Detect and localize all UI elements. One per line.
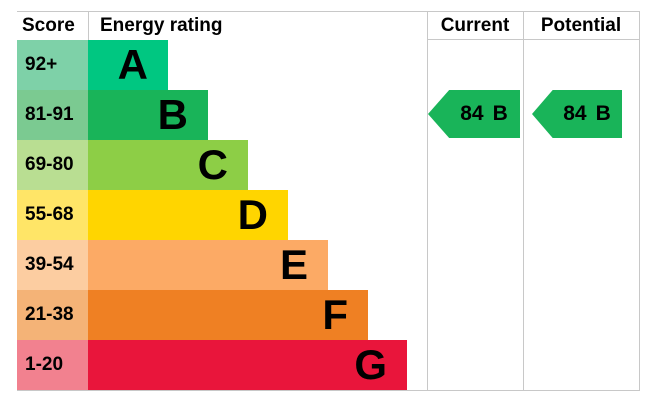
potential-rating-band: B xyxy=(595,102,611,125)
band-f-bar: F xyxy=(88,290,368,340)
table-top-border xyxy=(17,11,640,12)
score-column-separator xyxy=(88,11,89,40)
column-header-potential: Potential xyxy=(540,15,622,36)
band-d-bar: D xyxy=(88,190,288,240)
current-rating-arrow: 84 B xyxy=(428,90,520,138)
band-e-bar: E xyxy=(88,240,328,290)
column-header-energy-rating: Energy rating xyxy=(100,15,223,36)
band-f-letter: F xyxy=(322,291,348,338)
band-a-letter: A xyxy=(117,41,148,88)
band-c-bar: C xyxy=(88,140,248,190)
band-b-score-range: 81-91 xyxy=(17,90,88,140)
potential-rating-value: 84 xyxy=(563,102,587,125)
table-bottom-border xyxy=(17,390,640,391)
current-rating-band: B xyxy=(492,102,508,125)
band-d-score-range: 55-68 xyxy=(17,190,88,240)
band-g-score-range: 1-20 xyxy=(17,340,88,390)
current-column-separator xyxy=(427,11,428,390)
band-a-bar: A xyxy=(88,40,168,90)
column-header-current: Current xyxy=(440,15,510,36)
band-c-letter: C xyxy=(197,141,228,188)
header-bottom-border xyxy=(427,39,640,40)
potential-column-separator xyxy=(523,11,524,390)
band-b-letter: B xyxy=(157,91,188,138)
band-e-letter: E xyxy=(279,241,308,288)
band-b-bar: B xyxy=(88,90,208,140)
band-d-letter: D xyxy=(237,191,268,238)
table-right-border xyxy=(639,11,640,390)
band-c-score-range: 69-80 xyxy=(17,140,88,190)
band-e-score-range: 39-54 xyxy=(17,240,88,290)
potential-rating-arrow: 84 B xyxy=(532,90,622,138)
band-f-score-range: 21-38 xyxy=(17,290,88,340)
column-header-score: Score xyxy=(22,15,75,36)
band-g-letter: G xyxy=(354,341,387,388)
band-a-score-range: 92+ xyxy=(17,40,88,90)
band-g-bar: G xyxy=(88,340,407,390)
current-rating-value: 84 xyxy=(460,102,484,125)
